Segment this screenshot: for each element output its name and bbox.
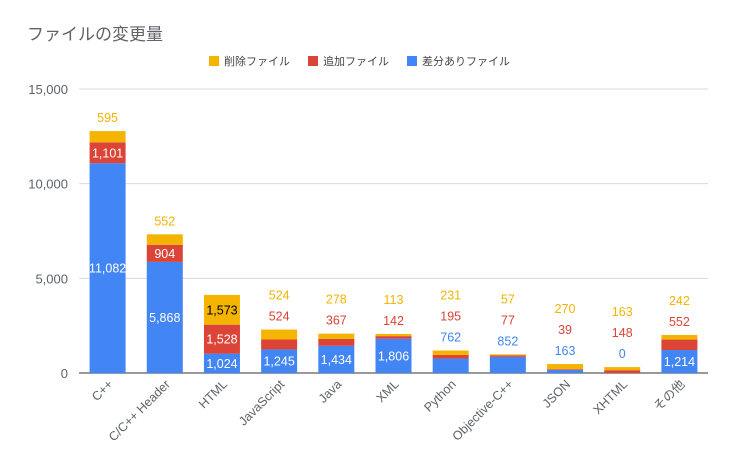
bar-segment [375, 336, 412, 339]
x-category-label: C++ [89, 377, 116, 404]
data-label: 231 [440, 289, 461, 303]
bar-segment [203, 294, 240, 325]
y-tick-label: 5,000 [35, 271, 68, 286]
bar-segment [489, 354, 526, 356]
bar-segment [432, 358, 469, 373]
x-category-label: HTML [196, 377, 230, 411]
data-label: 77 [501, 313, 515, 327]
legend-label: 削除ファイル [224, 54, 290, 68]
x-category-label: Python [421, 377, 458, 414]
data-label: 524 [269, 310, 290, 324]
bar-segment [432, 354, 469, 359]
bar-segment [547, 364, 584, 370]
data-label: 1,101 [92, 146, 123, 160]
data-label: 39 [558, 323, 572, 337]
x-category-label: C/C++ Header [106, 377, 173, 444]
data-label: 367 [326, 314, 347, 328]
bar-segment [375, 333, 412, 337]
data-label: 552 [154, 214, 175, 228]
legend-swatch [308, 56, 318, 66]
data-label: 242 [669, 294, 690, 308]
bar-segment [318, 333, 355, 339]
bar-segment [489, 355, 526, 357]
data-label: 0 [619, 347, 626, 361]
bar-segment [318, 338, 355, 346]
x-category-label: Objective-C++ [450, 377, 516, 443]
bars [89, 131, 698, 373]
data-label: 278 [326, 293, 347, 307]
x-category-label: Java [316, 377, 345, 406]
data-label: 11,082 [89, 262, 126, 276]
bar-segment [261, 349, 298, 373]
bar-segment [432, 350, 469, 355]
bar-segment [261, 329, 298, 340]
data-label: 852 [497, 334, 518, 348]
x-category-label: XHTML [590, 377, 630, 417]
data-label: 595 [97, 111, 118, 125]
bar-segment [547, 369, 584, 370]
data-label: 904 [154, 247, 175, 261]
bar-segment [203, 324, 240, 354]
y-tick-label: 15,000 [28, 82, 68, 97]
x-category-label: XML [374, 377, 402, 405]
bar-segment [318, 345, 355, 373]
bar-segment [375, 338, 412, 373]
y-tick-label: 10,000 [28, 177, 68, 192]
y-tick-label: 0 [61, 366, 68, 381]
bar-segment [661, 339, 698, 351]
bar-segment [203, 353, 240, 373]
legend-swatch [209, 56, 219, 66]
y-axis-ticks: 0 5,000 10,000 15,000 [28, 82, 68, 381]
data-label: 1,573 [206, 303, 237, 317]
chart-title: ファイルの変更量 [27, 25, 163, 45]
legend-label: 追加ファイル [323, 54, 389, 68]
data-label: 113 [384, 293, 404, 307]
data-label: 148 [612, 326, 633, 340]
data-label: 1,024 [206, 357, 237, 371]
x-category-label: JavaScript [236, 377, 288, 429]
legend: 削除ファイル 追加ファイル 差分ありファイル [209, 54, 510, 68]
x-category-label: その他 [651, 377, 688, 414]
data-label: 163 [555, 344, 576, 358]
data-labels: 11,082 1,101 595 5,868 904 552 1,024 1,528 1,573… [89, 111, 695, 371]
bar-segment [146, 234, 183, 245]
x-axis-categories: C++C/C++ Header HTML JavaScript Java XML Pyth… [89, 377, 688, 444]
bar-segment [604, 370, 641, 373]
bar-segment [661, 350, 698, 373]
bar-segment [661, 334, 698, 340]
data-label: 57 [501, 292, 515, 306]
bar-segment [146, 244, 183, 262]
bar-segment [547, 369, 584, 373]
data-label: 762 [440, 331, 461, 345]
data-label: 1,528 [206, 333, 237, 347]
data-label: 142 [383, 314, 404, 328]
legend-label: 差分ありファイル [422, 54, 510, 68]
bar-segment [604, 367, 641, 371]
bar-segment [89, 163, 126, 373]
x-category-label: JSON [540, 377, 573, 410]
data-label: 270 [555, 302, 576, 316]
bar-segment [489, 356, 526, 373]
data-label: 1,434 [321, 353, 352, 367]
bar-segment [261, 339, 298, 350]
bar-segment [146, 261, 183, 373]
data-label: 195 [440, 310, 461, 324]
data-label: 1,214 [664, 355, 695, 369]
data-label: 1,806 [378, 349, 409, 363]
legend-swatch [407, 56, 417, 66]
data-label: 552 [669, 315, 690, 329]
bar-segment [89, 131, 126, 143]
bar-segment [89, 142, 126, 164]
data-label: 1,245 [263, 355, 294, 369]
data-label: 5,868 [149, 311, 180, 325]
data-label: 163 [612, 305, 633, 319]
data-label: 524 [269, 289, 290, 303]
